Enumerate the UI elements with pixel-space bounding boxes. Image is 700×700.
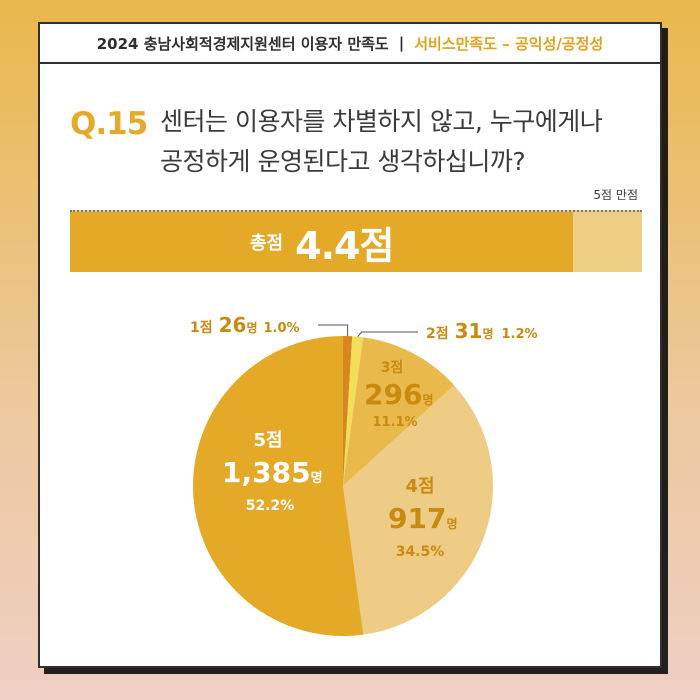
total-label: 총점: [250, 233, 284, 254]
header-title: 2024 충남사회적경제지원센터 이용자 만족도: [96, 34, 389, 53]
slice-4-percent: 34.5%: [396, 544, 445, 560]
slice-1-label: 1점 26명 1.0%: [190, 313, 300, 337]
question-line-1: 센터는 이용자를 차별하지 않고, 누구에게나: [160, 107, 603, 136]
pie-slice-2: [343, 336, 364, 486]
pie-slice-1: [343, 336, 353, 486]
question-line-2: 공정하게 운영된다고 생각하십니까?: [160, 147, 526, 176]
pie-slice-5: [193, 336, 364, 636]
question-text: 센터는 이용자를 차별하지 않고, 누구에게나 공정하게 운영된다고 생각하십니…: [160, 102, 650, 182]
pie-slice-3: [343, 337, 455, 486]
pie-slice-4: [343, 385, 494, 635]
leader-line-2: [357, 331, 418, 338]
header-category: 서비스만족도 – 공익성/공정성: [414, 34, 604, 53]
total-score-fill: [70, 212, 574, 272]
header-bar: 2024 충남사회적경제지원센터 이용자 만족도 | 서비스만족도 – 공익성/…: [40, 24, 660, 64]
total-score-value: 4.4점: [295, 223, 394, 268]
survey-card: 2024 충남사회적경제지원센터 이용자 만족도 | 서비스만족도 – 공익성/…: [38, 22, 662, 668]
question-number: Q.15: [70, 106, 148, 142]
leader-line-1: [318, 324, 349, 337]
slice-3-percent: 11.1%: [372, 415, 417, 430]
slice-3-count: 296명: [364, 378, 434, 411]
header-separator: |: [398, 34, 405, 52]
slice-4-label: 4점: [405, 476, 434, 497]
slice-5-percent: 52.2%: [246, 498, 295, 514]
slice-2-label: 2점 31명 1.2%: [426, 319, 538, 343]
slice-5-count: 1,385명: [222, 456, 323, 489]
scale-note: 5점 만점: [593, 188, 638, 202]
total-score-bar: 총점 4.4점: [70, 210, 642, 272]
slice-4-count: 917명: [388, 502, 458, 535]
total-score-label: 총점 4.4점: [250, 212, 394, 272]
slice-5-label: 5점: [253, 430, 282, 451]
slice-3-label: 3점: [381, 359, 404, 376]
